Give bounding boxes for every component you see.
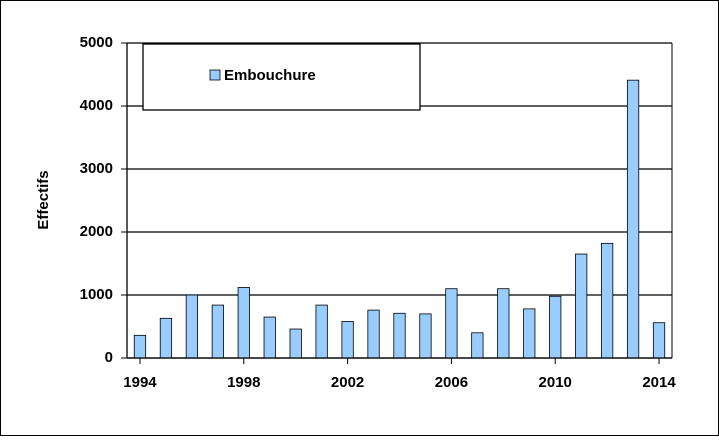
bar [289, 328, 302, 359]
bar [133, 334, 147, 359]
bar [445, 288, 458, 359]
y-tick-label: 5000 [80, 34, 113, 51]
y-tick-label: 2000 [80, 223, 113, 240]
bar [341, 321, 354, 359]
bar [367, 309, 380, 359]
x-tick-label: 1998 [227, 374, 260, 391]
bar [159, 317, 173, 359]
legend-box [142, 43, 421, 111]
x-tick-label: 1994 [123, 374, 157, 391]
y-tick-label: 3000 [80, 160, 113, 177]
bar [575, 253, 588, 359]
bar [626, 79, 640, 359]
bar [237, 287, 250, 359]
bar [393, 312, 406, 359]
bar [523, 308, 536, 359]
bar [419, 313, 432, 359]
bar [497, 288, 510, 359]
y-tick-label: 4000 [80, 97, 113, 114]
bar [185, 294, 198, 359]
legend-label: Embouchure [224, 67, 316, 84]
x-tick-label: 2006 [435, 374, 468, 391]
y-axis-label: Effectifs [35, 170, 52, 229]
bar [315, 304, 328, 359]
y-tick-label: 1000 [80, 286, 113, 303]
legend-swatch [209, 69, 221, 81]
x-tick-label: 2014 [642, 374, 676, 391]
y-tick-label: 0 [105, 349, 113, 366]
bar [652, 322, 666, 359]
bar [211, 304, 224, 359]
x-tick-label: 2002 [331, 374, 364, 391]
bar [549, 295, 562, 359]
bar [471, 332, 484, 359]
x-tick-label: 2010 [539, 374, 572, 391]
bar [601, 242, 614, 359]
bar [263, 316, 276, 359]
